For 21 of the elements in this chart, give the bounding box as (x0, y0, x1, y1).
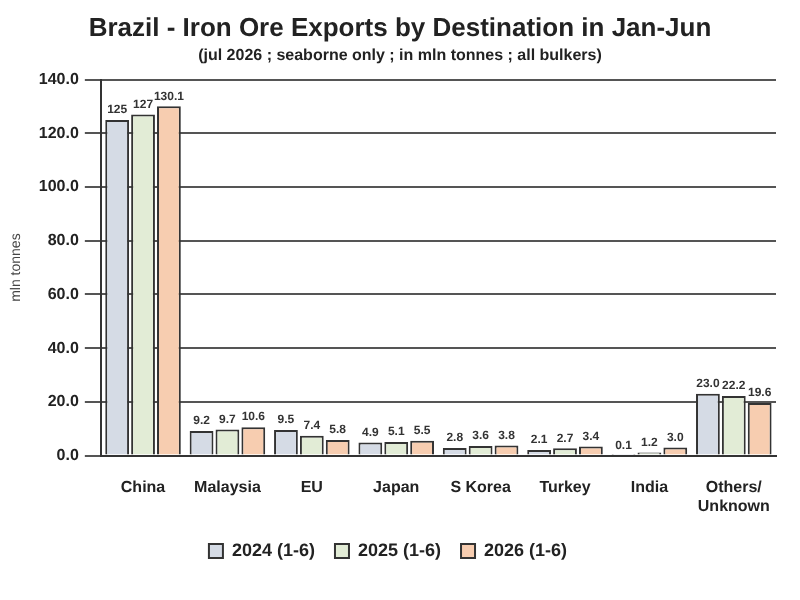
y-tick-label: 80.0 (47, 231, 80, 250)
x-tick-label: Japan (373, 477, 420, 496)
y-tick-label: 60.0 (47, 284, 80, 303)
y-tick-label: 0.0 (56, 446, 80, 465)
legend-label: 2025 (1-6) (357, 539, 442, 560)
x-tick-label: Turkey (539, 477, 592, 496)
x-tick-label: EU (300, 477, 324, 496)
x-tick-label: China (120, 477, 167, 496)
y-tick-label: 100.0 (38, 177, 80, 196)
x-tick-label: India (630, 477, 670, 496)
y-tick-label: 40.0 (47, 338, 80, 357)
x-tick-label: Others/ Unknown (697, 477, 771, 515)
chart-subtitle: (jul 2026 ; seaborne only ; in mln tonnes ; all bulkers) (196, 46, 604, 64)
y-tick-label: 120.0 (38, 123, 80, 142)
legend-label: 2026 (1-6) (484, 539, 568, 560)
legend-label: 2024 (1-6) (231, 539, 315, 560)
y-tick-label: 140.0 (38, 70, 80, 89)
x-tick-label: Malaysia (194, 477, 262, 496)
y-tick-label: 20.0 (47, 392, 80, 411)
chart-title: Brazil - Iron Ore Exports by Destination in Jan-Jun (86, 12, 714, 42)
x-tick-label: S Korea (450, 477, 512, 496)
